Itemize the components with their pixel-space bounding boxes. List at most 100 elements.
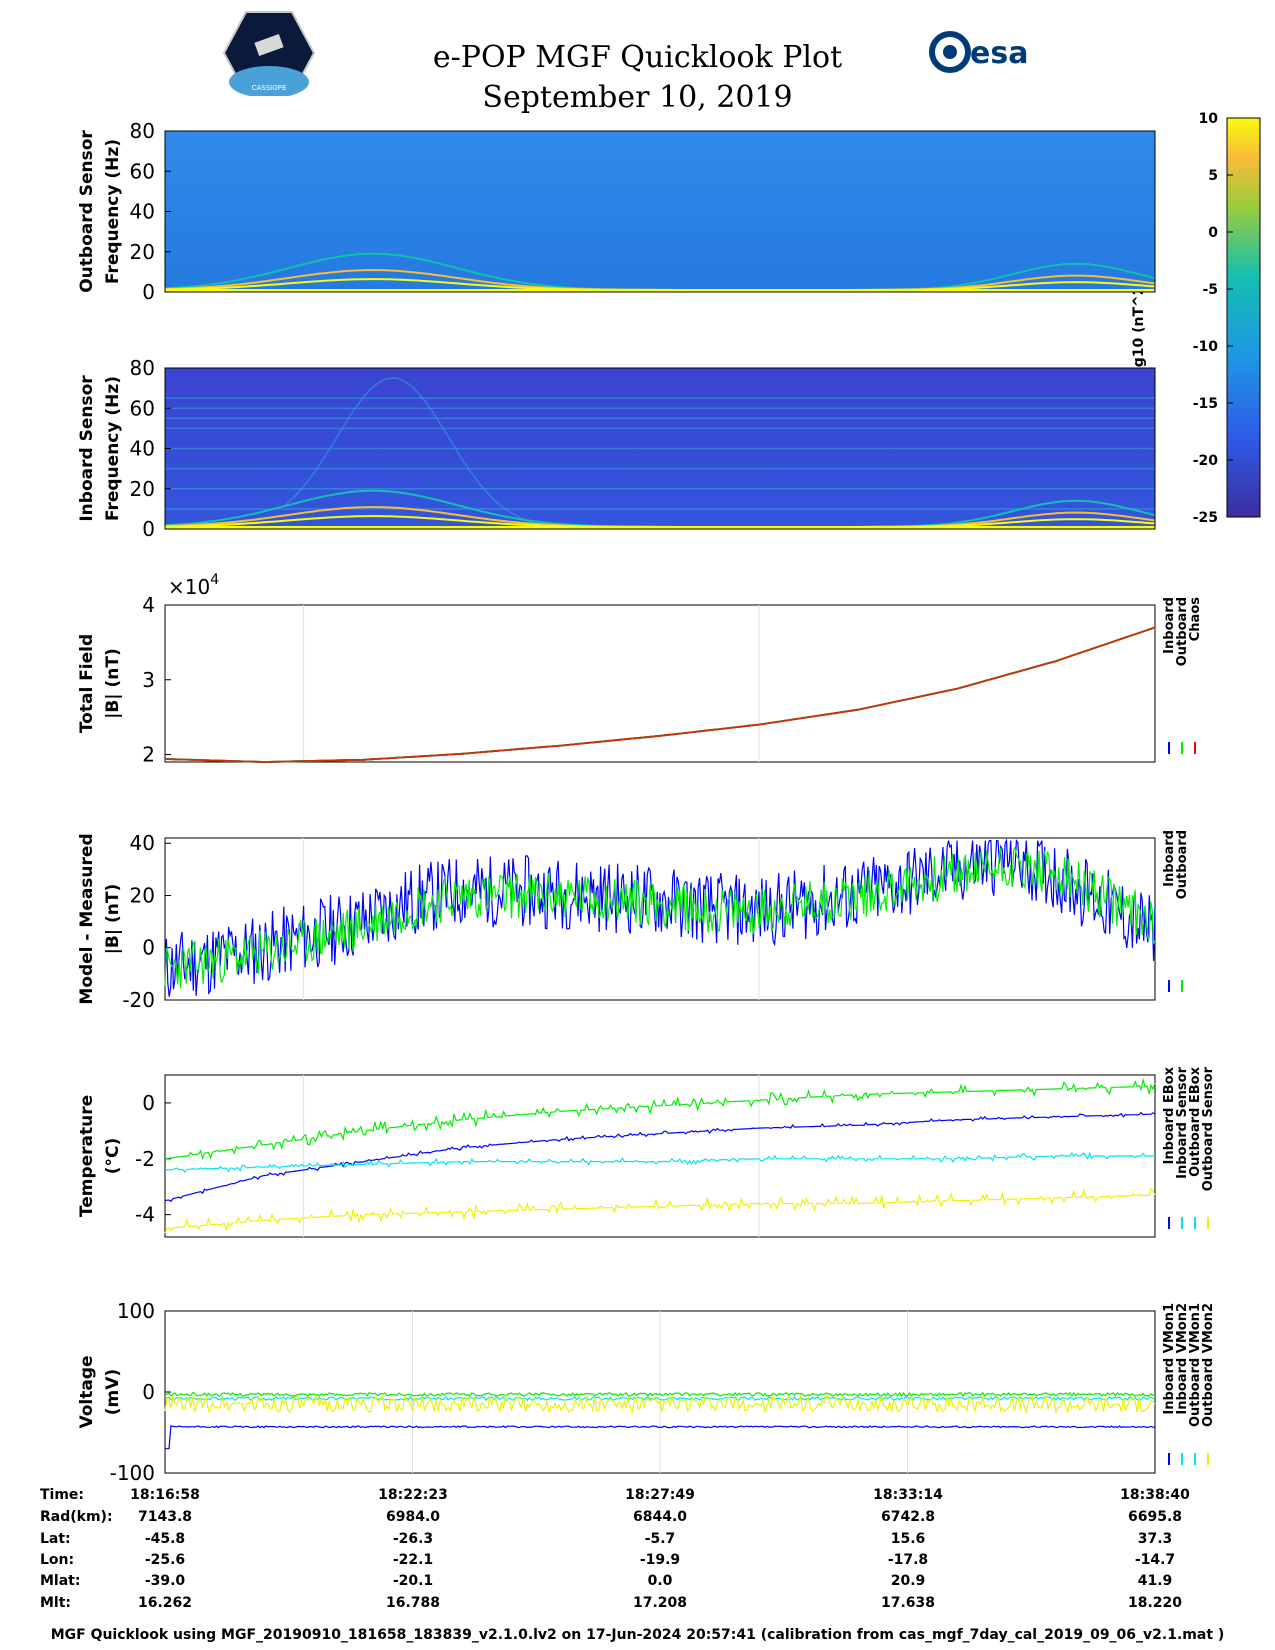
- residual-trace: [164, 846, 1156, 989]
- footer-caption: MGF Quicklook using MGF_20190910_181658_…: [50, 1627, 1225, 1643]
- outboard-spectrogram-image: [165, 131, 1155, 292]
- table-cell: -17.8: [888, 1552, 928, 1568]
- temperature-trace: [164, 1111, 1156, 1203]
- legend-label: Inboard VMon1: [1162, 1303, 1177, 1415]
- table-cell: 18:16:58: [130, 1487, 200, 1503]
- svg-text:CASSIOPE: CASSIOPE: [252, 84, 287, 92]
- table-cell: 6742.8: [881, 1509, 935, 1525]
- legend-label: Outboard: [1175, 597, 1190, 666]
- y-tick-label: 0: [142, 517, 155, 541]
- temperature-trace: [164, 1187, 1156, 1234]
- table-row-label: Time:: [40, 1487, 84, 1503]
- table-cell: 18:33:14: [873, 1487, 943, 1503]
- table-cell: 16.788: [386, 1595, 440, 1611]
- y-axis-label: |B| (nT): [103, 884, 123, 955]
- legend-label: Outboard Sensor: [1201, 1066, 1216, 1191]
- y-axis-label: Outboard Sensor: [77, 130, 97, 293]
- colorbar-tick-label: -5: [1202, 282, 1218, 298]
- inboard-spectrogram-panel: 80 60 40 20 0 Inboard Sensor Frequency (Hz): [77, 356, 1156, 541]
- table-cell: 37.3: [1138, 1531, 1173, 1547]
- plot-title: e-POP MGF Quicklook Plot: [432, 40, 843, 75]
- legend-label: Inboard: [1162, 830, 1177, 887]
- table-cell: 6695.8: [1128, 1509, 1182, 1525]
- legend-label: Outboard VMon2: [1201, 1303, 1216, 1427]
- y-tick-label: 0: [142, 1380, 155, 1404]
- model-measured-panel: 40 20 0 -20 Model - Measured |B| (nT) Inboard…: [77, 830, 1190, 1012]
- y-axis-label: Frequency (Hz): [103, 376, 123, 521]
- low-frequency-band: [165, 526, 1155, 529]
- y-tick-label: 0: [142, 280, 155, 304]
- legend-label: Chaos: [1188, 597, 1203, 641]
- table-cell: -25.6: [145, 1552, 185, 1568]
- orbit-table: Time: Rad(km): Lat: Lon: Mlat: Mlt: 18:16:58 71…: [40, 1487, 1190, 1611]
- legend-label: Inboard VMon2: [1175, 1303, 1190, 1415]
- legend-label: Inboard EBox: [1162, 1066, 1177, 1164]
- y-axis-label: Temperature: [77, 1095, 97, 1217]
- colorbar-tick-label: -20: [1193, 453, 1219, 469]
- legend-label: Outboard: [1175, 830, 1190, 899]
- table-cell: 20.9: [891, 1573, 926, 1589]
- y-tick-label: 40: [130, 200, 155, 224]
- esa-logo: esa: [929, 31, 1028, 73]
- y-tick-label: 2: [142, 743, 155, 767]
- table-row-label: Lat:: [40, 1531, 71, 1547]
- voltage-trace: [164, 1394, 1156, 1415]
- table-cell: 15.6: [891, 1531, 926, 1547]
- legend-label: Inboard: [1162, 597, 1177, 654]
- y-tick-label: 80: [130, 356, 155, 380]
- y-tick-label: 20: [130, 240, 155, 264]
- y-tick-label: 0: [142, 1091, 155, 1115]
- table-cell: -26.3: [393, 1531, 433, 1547]
- y-axis-label: Total Field: [77, 634, 97, 733]
- table-cell: 18:38:40: [1120, 1487, 1190, 1503]
- y-tick-label: 20: [130, 477, 155, 501]
- y-axis-label: (°C): [103, 1138, 123, 1175]
- table-cell: 0.0: [648, 1573, 673, 1589]
- table-cell: 41.9: [1138, 1573, 1173, 1589]
- table-cell: 16.262: [138, 1595, 192, 1611]
- y-tick-label: -20: [122, 988, 155, 1012]
- table-cell: 17.208: [633, 1595, 687, 1611]
- y-tick-label: 60: [130, 396, 155, 420]
- table-cell: 6984.0: [386, 1509, 440, 1525]
- table-cell: -45.8: [145, 1531, 185, 1547]
- table-cell: -39.0: [145, 1573, 186, 1589]
- colorbar-tick-label: 5: [1208, 168, 1218, 184]
- exponent-label: ×104: [168, 572, 219, 599]
- y-axis-label: |B| (nT): [103, 648, 123, 719]
- table-cell: 17.638: [881, 1595, 935, 1611]
- table-cell: -22.1: [393, 1552, 433, 1568]
- temperature-panel: 0 -2 -4 Temperature (°C) Inboard EBoxInboard…: [77, 1066, 1216, 1238]
- legend-label: Outboard VMon1: [1188, 1303, 1203, 1427]
- table-cell: -20.1: [393, 1573, 433, 1589]
- temperature-trace: [164, 1151, 1155, 1174]
- table-row-label: Rad(km):: [40, 1509, 113, 1525]
- y-tick-label: 0: [142, 936, 155, 960]
- y-tick-label: -2: [135, 1147, 155, 1171]
- outboard-spectrogram-panel: 80 60 40 20 0 Outboard Sensor Frequency (Hz): [77, 119, 1156, 304]
- colorbar-tick-label: 10: [1199, 111, 1219, 127]
- legend-label: Inboard Sensor: [1175, 1066, 1190, 1178]
- voltage-trace: [165, 1425, 1156, 1450]
- legend-label: Outboard EBox: [1188, 1066, 1203, 1176]
- y-axis-label: Frequency (Hz): [103, 139, 123, 284]
- table-cell: 7143.8: [138, 1509, 192, 1525]
- table-cell: 18:22:23: [378, 1487, 448, 1503]
- plot-date: September 10, 2019: [482, 80, 793, 115]
- table-cell: -5.7: [645, 1531, 676, 1547]
- table-cell: -19.9: [640, 1552, 680, 1568]
- y-tick-label: 40: [130, 831, 155, 855]
- table-row-label: Lon:: [40, 1552, 74, 1568]
- table-row-label: Mlt:: [40, 1595, 71, 1611]
- svg-text:esa: esa: [970, 36, 1028, 71]
- colorbar-tick-label: -10: [1193, 339, 1219, 355]
- voltage-trace: [164, 1395, 1156, 1402]
- y-tick-label: 60: [130, 159, 155, 183]
- table-cell: 18:27:49: [625, 1487, 695, 1503]
- table-cell: -14.7: [1135, 1552, 1175, 1568]
- y-tick-label: 80: [130, 119, 155, 143]
- colorbar-tick-label: -25: [1193, 510, 1218, 526]
- y-axis-label: Voltage: [77, 1355, 97, 1428]
- colorbar-tick-label: -15: [1193, 396, 1218, 412]
